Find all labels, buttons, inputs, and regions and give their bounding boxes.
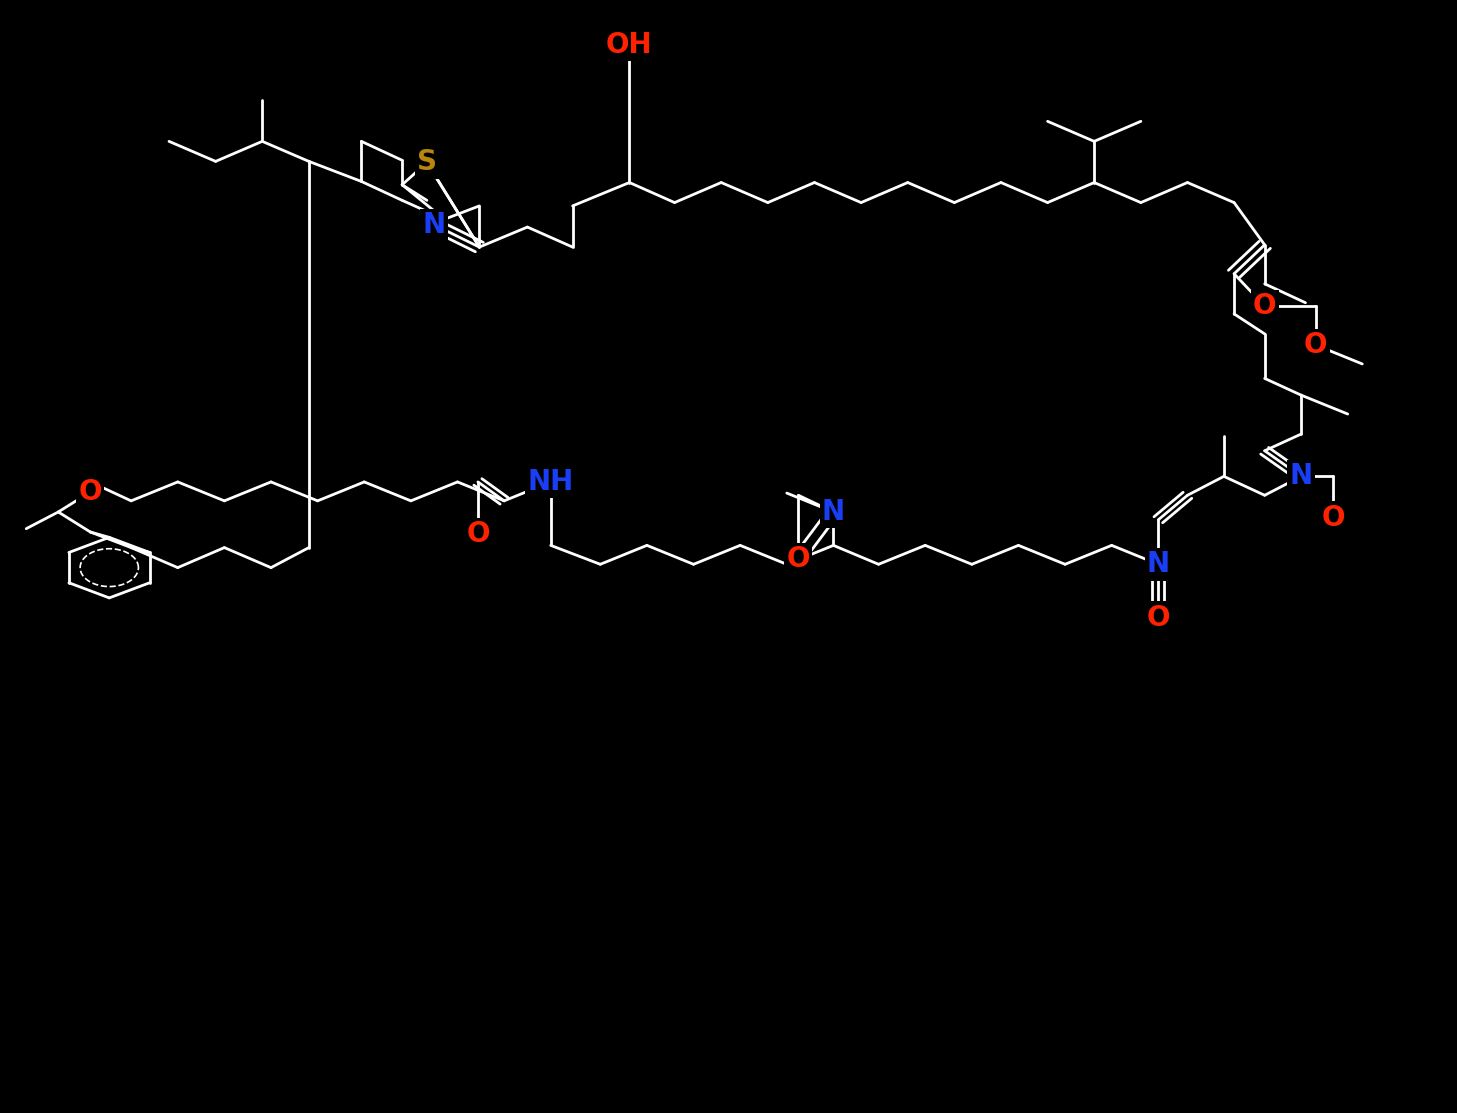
Text: O: O: [1253, 292, 1276, 321]
Text: O: O: [1321, 503, 1345, 532]
Text: O: O: [1147, 603, 1170, 632]
Text: N: N: [1289, 462, 1313, 491]
Text: O: O: [79, 477, 102, 506]
Text: S: S: [417, 148, 437, 177]
Text: NH: NH: [527, 467, 574, 496]
Text: N: N: [423, 210, 446, 239]
Text: O: O: [1304, 331, 1327, 359]
Text: O: O: [466, 520, 490, 549]
Text: OH: OH: [606, 30, 653, 59]
Text: N: N: [1147, 550, 1170, 579]
Text: O: O: [787, 544, 810, 573]
Text: N: N: [822, 498, 845, 526]
